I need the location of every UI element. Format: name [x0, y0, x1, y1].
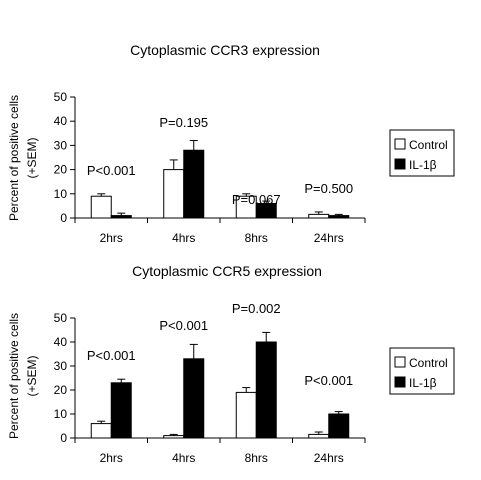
chart-1: Cytoplasmic CCR3 expression Percent of po…: [7, 42, 455, 245]
x-tick-label: 8hrs: [245, 231, 268, 245]
p-value-annotation: P<0.001: [304, 373, 353, 388]
bar-control: [308, 433, 330, 439]
y-tick-label: 40: [54, 335, 68, 349]
y-axis-label-sub: (+SEM): [25, 355, 39, 396]
chart-2: Cytoplasmic CCR5 expression Percent of po…: [7, 263, 455, 465]
y-tick-label: 0: [60, 211, 67, 225]
legend-entry: Control: [409, 138, 448, 152]
p-value-annotation: P=0.002: [232, 301, 281, 316]
y-tick-label: 10: [54, 407, 68, 421]
bar-control: [163, 169, 185, 219]
chart-title: Cytoplasmic CCR3 expression: [130, 42, 320, 58]
p-value-annotation: P=0.195: [159, 115, 208, 130]
bar-il1b: [255, 341, 277, 439]
y-tick-label: 20: [54, 163, 68, 177]
legend-entry: IL-1β: [409, 376, 437, 390]
p-value-annotation: P<0.001: [87, 163, 136, 178]
x-tick-label: 2hrs: [100, 231, 123, 245]
p-value-annotation: P=0.067: [232, 192, 281, 207]
legend: Control IL-1β: [389, 347, 455, 395]
x-tick-label: 8hrs: [245, 451, 268, 465]
y-axis-label: Percent of positive cells: [7, 313, 21, 439]
y-tick-label: 20: [54, 383, 68, 397]
bar-il1b: [183, 358, 205, 439]
p-value-annotation: P=0.500: [304, 181, 353, 196]
y-tick-label: 10: [54, 187, 68, 201]
y-tick-label: 50: [54, 90, 68, 104]
legend-entry: Control: [409, 356, 448, 370]
x-tick-label: 2hrs: [100, 451, 123, 465]
y-tick-label: 0: [60, 431, 67, 445]
bar-control: [163, 435, 185, 439]
p-value-annotation: P<0.001: [87, 348, 136, 363]
legend: Control IL-1β: [389, 129, 455, 177]
y-tick-label: 50: [54, 311, 68, 325]
y-axis-label-line1: Percent of positive cells: [7, 95, 21, 221]
y-tick-label: 30: [54, 359, 68, 373]
y-axis-label: Percent of positive cells: [7, 95, 21, 221]
bar-il1b: [110, 215, 132, 219]
bar-control: [235, 391, 257, 439]
y-axis-label-line1: Percent of positive cells: [7, 313, 21, 439]
chart-title: Cytoplasmic CCR5 expression: [132, 263, 322, 279]
x-tick-label: 4hrs: [172, 451, 195, 465]
bar-il1b: [328, 413, 350, 439]
y-tick-label: 30: [54, 138, 68, 152]
bar-il1b: [183, 149, 205, 219]
legend-swatch: [394, 158, 406, 170]
y-tick-label: 40: [54, 114, 68, 128]
p-value-annotation: P<0.001: [159, 318, 208, 333]
x-tick-label: 4hrs: [172, 231, 195, 245]
legend-swatch: [394, 356, 406, 368]
bar-control: [90, 423, 112, 439]
legend-swatch: [394, 376, 406, 388]
y-axis-label-sub: (+SEM): [25, 137, 39, 178]
legend-swatch: [394, 138, 406, 150]
y-axis-label-line2: (+SEM): [25, 355, 39, 396]
bar-control: [308, 213, 330, 219]
y-axis-label-line2: (+SEM): [25, 137, 39, 178]
bar-il1b: [328, 215, 350, 219]
legend-entry: IL-1β: [409, 158, 437, 172]
x-tick-label: 24hrs: [314, 231, 344, 245]
bar-il1b: [110, 382, 132, 439]
x-tick-label: 24hrs: [314, 451, 344, 465]
bar-control: [90, 195, 112, 219]
